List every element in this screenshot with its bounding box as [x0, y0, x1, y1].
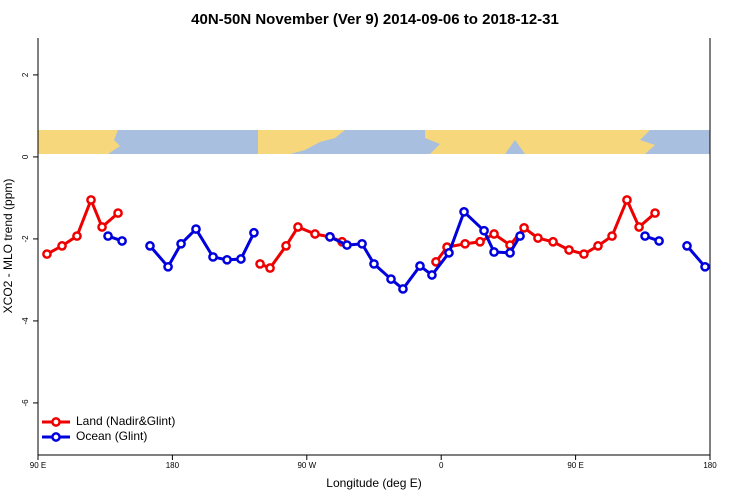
x-tick-label: 180	[166, 461, 180, 470]
point	[515, 231, 525, 241]
point	[145, 241, 155, 251]
x-tick-label: 180	[703, 461, 717, 470]
point	[431, 257, 441, 267]
point	[533, 233, 543, 243]
point	[460, 238, 470, 249]
point	[191, 224, 201, 234]
point	[113, 208, 123, 218]
point	[86, 195, 96, 205]
point	[57, 241, 67, 251]
point	[505, 248, 515, 258]
point	[415, 261, 425, 271]
point	[479, 225, 489, 236]
y-tick-label: -4	[21, 317, 30, 325]
legend-marker	[51, 417, 61, 427]
x-tick-label: 90 E	[30, 461, 46, 470]
x-axis-label: Longitude (deg E)	[326, 476, 421, 490]
point	[97, 222, 107, 232]
y-tick-label: -6	[21, 399, 30, 407]
point	[579, 249, 589, 259]
y-tick-label: 2	[21, 72, 30, 77]
point	[310, 229, 320, 239]
point	[342, 240, 352, 250]
point	[475, 236, 485, 247]
point	[682, 241, 692, 251]
point	[281, 241, 291, 251]
point	[72, 231, 82, 241]
point	[459, 207, 469, 217]
point	[634, 222, 644, 232]
legend-label: Land (Nadir&Glint)	[76, 414, 175, 428]
point	[293, 222, 303, 232]
y-tick-label: -2	[21, 235, 30, 243]
axes	[37, 38, 711, 456]
series-line	[107, 209, 707, 292]
point	[265, 263, 275, 273]
point	[519, 222, 529, 233]
point	[427, 270, 437, 280]
legend-label: Ocean (Glint)	[76, 429, 147, 443]
point	[444, 248, 454, 258]
point	[607, 231, 617, 241]
x-tick-label: 90 W	[297, 461, 316, 470]
chart-title: 40N-50N November (Ver 9) 2014-09-06 to 2…	[191, 11, 559, 28]
series-line	[46, 195, 657, 270]
y-axis-label: XCO2 - MLO trend (ppm)	[1, 179, 15, 314]
point	[593, 241, 603, 251]
point	[357, 238, 367, 249]
point	[325, 232, 335, 242]
point	[369, 259, 379, 269]
y-tick-label: 0	[21, 154, 30, 159]
point	[489, 229, 499, 239]
point	[222, 254, 232, 265]
legend-marker	[51, 432, 61, 442]
point	[622, 195, 632, 205]
point	[163, 261, 173, 272]
point	[640, 231, 650, 241]
point	[208, 252, 218, 262]
point	[42, 249, 52, 259]
point	[236, 254, 246, 264]
point	[548, 236, 558, 247]
point	[489, 247, 499, 257]
map-strip	[38, 130, 710, 154]
x-tick-label: 90 E	[567, 461, 583, 470]
point	[103, 231, 113, 241]
point	[386, 274, 396, 284]
point	[249, 227, 259, 238]
point	[654, 236, 664, 246]
point	[255, 259, 265, 269]
point	[398, 284, 408, 294]
point	[176, 238, 186, 249]
point	[700, 261, 710, 272]
x-tick-label: 0	[439, 461, 444, 470]
point	[117, 236, 127, 246]
point	[564, 245, 574, 255]
point	[650, 208, 660, 218]
